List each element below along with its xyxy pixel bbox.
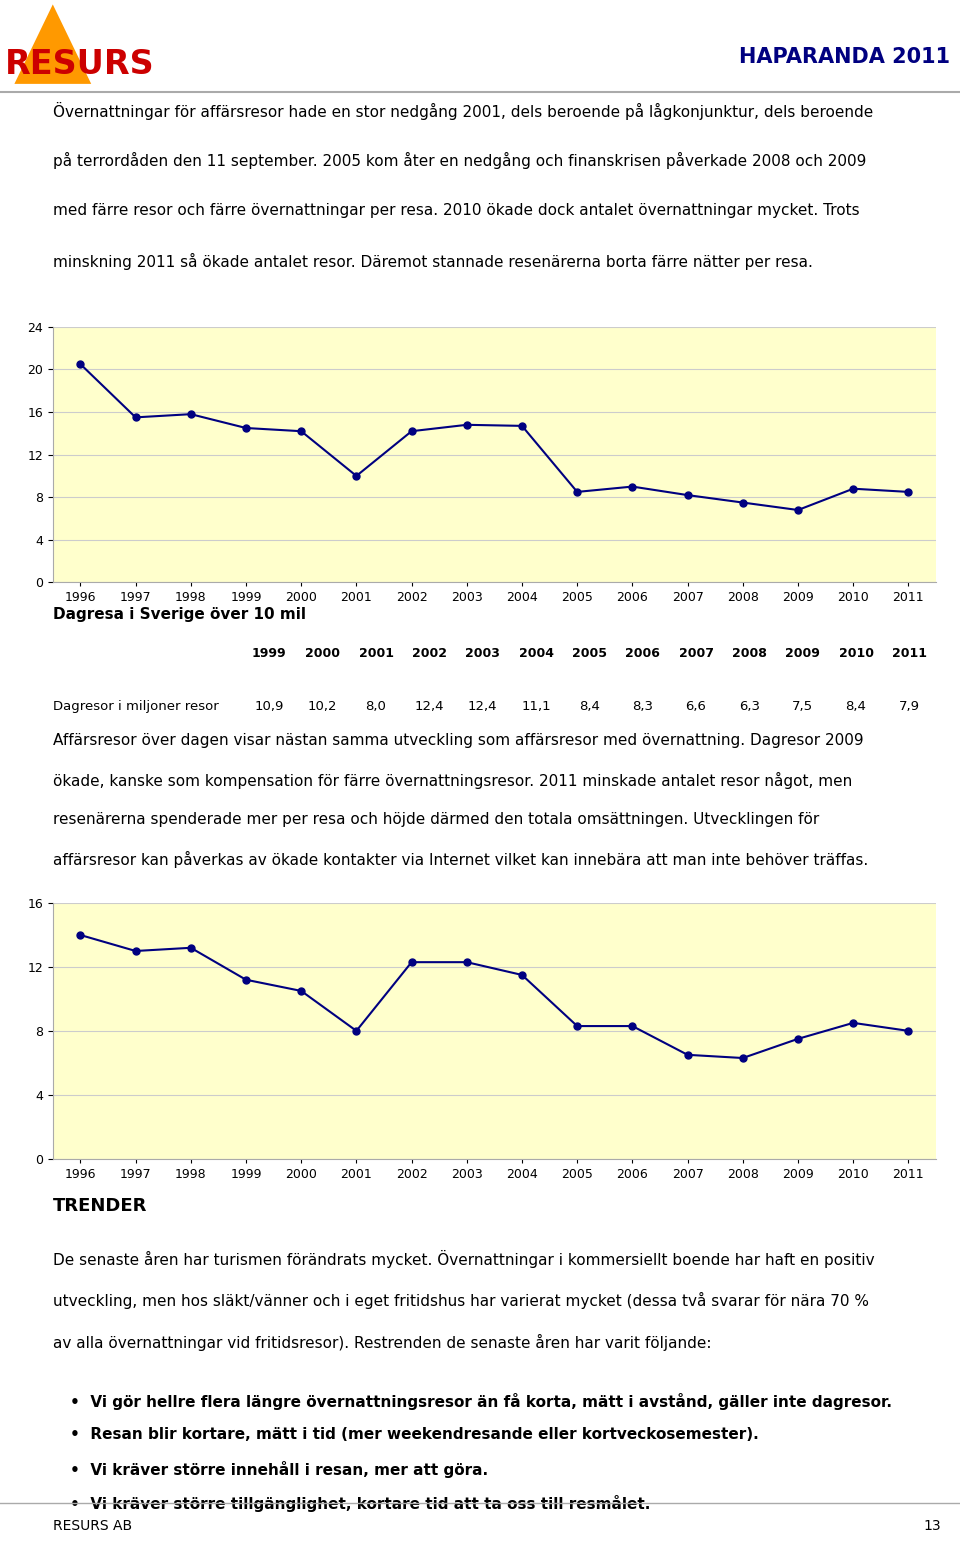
Text: •  Resan blir kortare, mätt i tid (mer weekendresande eller kortveckosemester).: • Resan blir kortare, mätt i tid (mer we… (70, 1427, 759, 1442)
Text: 2008: 2008 (732, 647, 767, 660)
Text: Övernattningar för affärsresor hade en stor nedgång 2001, dels beroende på lågko: Övernattningar för affärsresor hade en s… (53, 102, 873, 121)
Polygon shape (14, 5, 91, 84)
Text: minskning 2011 så ökade antalet resor. Däremot stannade resenärerna borta färre : minskning 2011 så ökade antalet resor. D… (53, 252, 813, 270)
Text: De senaste åren har turismen förändrats mycket. Övernattningar i kommersiellt bo: De senaste åren har turismen förändrats … (53, 1250, 875, 1267)
Text: 2002: 2002 (412, 647, 446, 660)
Text: •  Vi kräver större innehåll i resan, mer att göra.: • Vi kräver större innehåll i resan, mer… (70, 1461, 489, 1478)
Text: 2003: 2003 (466, 647, 500, 660)
Text: på terrordåden den 11 september. 2005 kom åter en nedgång och finanskrisen påver: på terrordåden den 11 september. 2005 ko… (53, 152, 866, 169)
Text: Övernattningar i miljoner AFFÄRSRESOR: Övernattningar i miljoner AFFÄRSRESOR (341, 331, 648, 350)
Text: Dagresor över 10 mil AFFÄRSRESOR (milj resor): Dagresor över 10 mil AFFÄRSRESOR (milj r… (312, 909, 677, 925)
Text: 6,6: 6,6 (685, 700, 707, 713)
Text: 2009: 2009 (785, 647, 820, 660)
Text: HAPARANDA 2011: HAPARANDA 2011 (739, 48, 950, 68)
Text: 10,9: 10,9 (254, 700, 284, 713)
Text: TRENDER: TRENDER (53, 1197, 147, 1216)
Text: 12,4: 12,4 (468, 700, 497, 713)
Text: Dagresor i miljoner resor: Dagresor i miljoner resor (53, 700, 219, 713)
Text: •  Vi gör hellre flera längre övernattningsresor än få korta, mätt i avstånd, gä: • Vi gör hellre flera längre övernattnin… (70, 1393, 893, 1410)
Text: ökade, kanske som kompensation för färre övernattningsresor. 2011 minskade antal: ökade, kanske som kompensation för färre… (53, 773, 852, 788)
Text: 8,4: 8,4 (846, 700, 867, 713)
Text: 2006: 2006 (625, 647, 660, 660)
Text: 7,9: 7,9 (899, 700, 920, 713)
Text: resenärerna spenderade mer per resa och höjde därmed den totala omsättningen. Ut: resenärerna spenderade mer per resa och … (53, 812, 819, 827)
Text: 7,5: 7,5 (792, 700, 813, 713)
Text: 8,3: 8,3 (633, 700, 653, 713)
Text: 13: 13 (924, 1518, 941, 1534)
Text: Dagresa i Sverige över 10 mil: Dagresa i Sverige över 10 mil (53, 607, 306, 621)
Text: RESURS AB: RESURS AB (53, 1518, 132, 1534)
Text: med färre resor och färre övernattningar per resa. 2010 ökade dock antalet övern: med färre resor och färre övernattningar… (53, 203, 859, 217)
Text: 8,4: 8,4 (579, 700, 600, 713)
Text: RESURS: RESURS (5, 48, 155, 81)
Text: •  Vi kräver större tillgänglighet, kortare tid att ta oss till resmålet.: • Vi kräver större tillgänglighet, korta… (70, 1495, 651, 1512)
Text: 2010: 2010 (838, 647, 874, 660)
Text: affärsresor kan påverkas av ökade kontakter via Internet vilket kan innebära att: affärsresor kan påverkas av ökade kontak… (53, 852, 868, 867)
Text: 1999: 1999 (252, 647, 287, 660)
Text: 2011: 2011 (892, 647, 926, 660)
Text: 12,4: 12,4 (415, 700, 444, 713)
Text: 6,3: 6,3 (739, 700, 759, 713)
Text: 2004: 2004 (518, 647, 554, 660)
Text: 8,0: 8,0 (366, 700, 387, 713)
Text: 2000: 2000 (305, 647, 340, 660)
Text: 2001: 2001 (358, 647, 394, 660)
Text: 2007: 2007 (679, 647, 713, 660)
Text: 2005: 2005 (572, 647, 607, 660)
Text: av alla övernattningar vid fritidsresor). Restrenden de senaste åren har varit f: av alla övernattningar vid fritidsresor)… (53, 1334, 711, 1351)
Text: utveckling, men hos släkt/vänner och i eget fritidshus har varierat mycket (dess: utveckling, men hos släkt/vänner och i e… (53, 1292, 869, 1309)
Text: 11,1: 11,1 (521, 700, 551, 713)
Text: Affärsresor över dagen visar nästan samma utveckling som affärsresor med övernat: Affärsresor över dagen visar nästan samm… (53, 733, 863, 748)
Text: 10,2: 10,2 (308, 700, 337, 713)
